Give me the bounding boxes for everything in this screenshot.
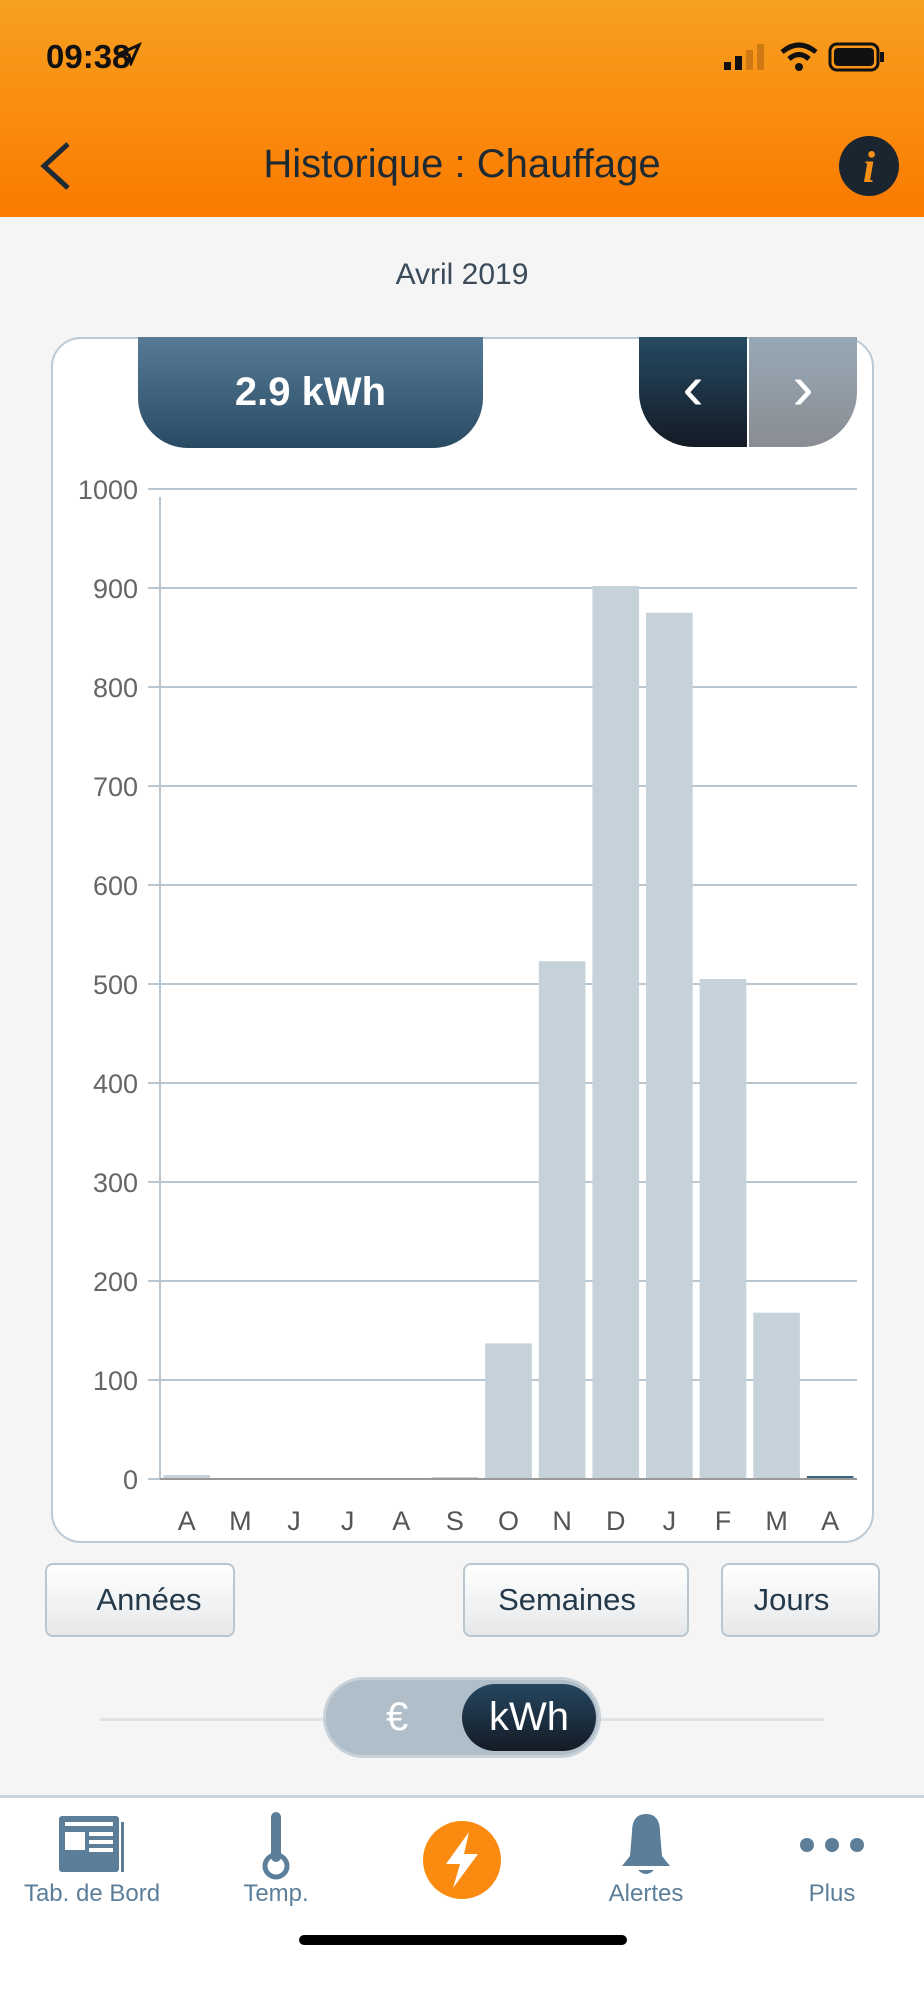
tab-label: Plus (808, 1880, 856, 1907)
page-title: Historique : Chauffage (263, 142, 661, 186)
x-tick-label: J (663, 1506, 677, 1536)
previous-period-button[interactable]: ‹ (639, 337, 747, 447)
euro-option[interactable]: € (386, 1695, 409, 1739)
tab-consumption[interactable] (370, 1810, 554, 1910)
x-tick-label: A (821, 1506, 839, 1536)
x-tick-label: F (715, 1506, 732, 1536)
status-time: 09:38 (46, 38, 131, 75)
bar (538, 961, 586, 1479)
tab-more[interactable]: Plus (740, 1810, 924, 1908)
y-tick-label: 400 (93, 1069, 138, 1099)
days-button[interactable]: Jours (721, 1563, 880, 1637)
svg-text:i: i (863, 143, 876, 192)
more-dots-icon (800, 1838, 864, 1852)
x-tick-label: A (178, 1506, 196, 1536)
kwh-option[interactable]: kWh (462, 1684, 596, 1751)
x-tick-label: N (552, 1506, 572, 1536)
signal-icon (724, 44, 764, 70)
y-tick-label: 700 (93, 772, 138, 802)
header-bar (0, 0, 924, 217)
x-tick-label: A (392, 1506, 410, 1536)
thermometer-icon (262, 1812, 290, 1880)
y-tick-label: 100 (93, 1366, 138, 1396)
years-button[interactable]: Années (45, 1563, 235, 1637)
bar (646, 612, 693, 1479)
tab-dashboard[interactable]: Tab. de Bord (0, 1810, 184, 1908)
y-tick-label: 300 (93, 1168, 138, 1198)
y-tick-label: 900 (93, 574, 138, 604)
next-period-button[interactable]: › (749, 337, 857, 447)
tab-label: Alertes (608, 1880, 684, 1907)
bar (592, 586, 640, 1479)
bar-chart: 0 100 200 300 400 500 600 700 800 900 1000 A M J J A S O N… (78, 475, 857, 1536)
y-tick-label: 1000 (78, 475, 138, 505)
x-tick-label: M (765, 1506, 788, 1536)
x-tick-label: S (446, 1506, 464, 1536)
tab-temperature[interactable]: Temp. (184, 1810, 368, 1908)
battery-icon (828, 42, 884, 72)
bell-icon (622, 1814, 670, 1874)
x-tick-label: D (606, 1506, 626, 1536)
x-tick-label: O (498, 1506, 519, 1536)
tab-label: Tab. de Bord (23, 1880, 161, 1907)
wifi-icon (780, 42, 818, 71)
y-tick-label: 0 (123, 1465, 138, 1495)
x-tick-label: J (287, 1506, 301, 1536)
location-icon (118, 42, 142, 66)
x-tick-label: J (341, 1506, 355, 1536)
lightning-icon (423, 1821, 501, 1899)
bar (806, 1476, 854, 1479)
period-label: Avril 2019 (395, 258, 529, 291)
bar (753, 1312, 800, 1479)
bar (485, 1343, 532, 1479)
back-chevron-icon[interactable] (36, 140, 76, 192)
weeks-button[interactable]: Semaines (463, 1563, 689, 1637)
bar (163, 1475, 211, 1479)
x-tick-label: M (229, 1506, 252, 1536)
tab-alerts[interactable]: Alertes (554, 1810, 738, 1908)
newspaper-icon (59, 1816, 124, 1872)
tab-label: Temp. (243, 1880, 309, 1907)
y-tick-label: 600 (93, 871, 138, 901)
home-indicator (299, 1935, 627, 1945)
unit-toggle[interactable]: € kWh (323, 1677, 601, 1758)
total-badge: 2.9 kWh (138, 337, 483, 448)
info-icon[interactable]: i (839, 136, 899, 196)
y-tick-label: 500 (93, 970, 138, 1000)
y-tick-label: 200 (93, 1267, 138, 1297)
y-tick-label: 800 (93, 673, 138, 703)
bar (699, 979, 747, 1479)
